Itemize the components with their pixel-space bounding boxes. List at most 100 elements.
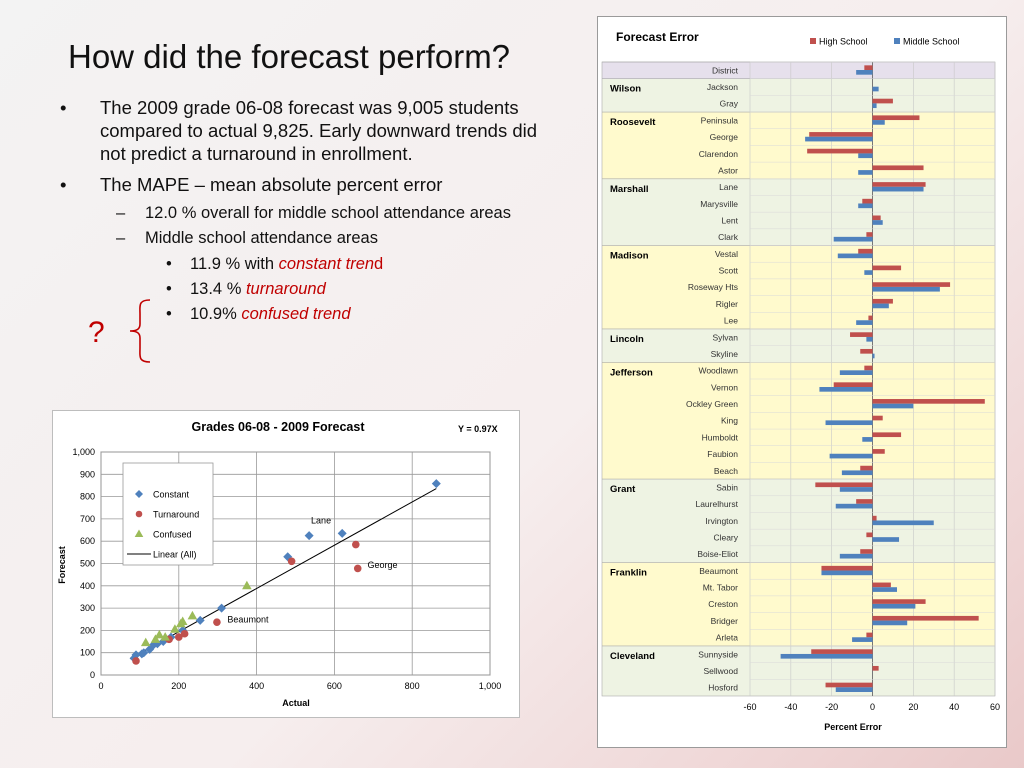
bar-high-school xyxy=(872,615,979,621)
bar-middle-school xyxy=(829,453,873,459)
forecast-error-row-label: Lent xyxy=(721,216,738,226)
scatter-y-tick-label: 700 xyxy=(80,514,95,524)
bar-middle-school xyxy=(839,553,873,559)
sub-bullet-middle-school: Middle school attendance areas xyxy=(58,229,538,248)
scatter-point-constant xyxy=(195,615,205,625)
forecast-error-row-label: Astor xyxy=(718,165,738,175)
forecast-error-group-band xyxy=(602,362,995,480)
bar-high-school xyxy=(872,515,877,521)
bar-middle-school xyxy=(872,220,883,225)
forecast-error-x-tick-label: -20 xyxy=(825,702,838,712)
forecast-error-row-label: Bridger xyxy=(711,616,739,626)
scatter-y-tick-label: 0 xyxy=(90,670,95,680)
bar-middle-school xyxy=(872,303,889,309)
scatter-legend-constantmarker xyxy=(135,490,143,498)
forecast-error-row-label: Beaumont xyxy=(699,566,738,576)
forecast-error-group-label: Grant xyxy=(610,484,636,495)
scatter-point-confused xyxy=(187,610,198,620)
scatter-y-tick-label: 400 xyxy=(80,581,95,591)
forecast-error-group-band xyxy=(602,562,995,646)
bar-high-school xyxy=(862,198,873,204)
forecast-error-legend-label: High School xyxy=(819,37,868,47)
forecast-error-row-label: Lee xyxy=(724,316,738,326)
forecast-error-row-label: Rigler xyxy=(716,299,738,309)
forecast-error-row-label: Skyline xyxy=(711,349,739,359)
legend-high-school-swatch xyxy=(810,38,816,44)
forecast-error-x-tick-label: 0 xyxy=(870,702,875,712)
scatter-point-confused xyxy=(242,580,252,590)
bullet-mape: The MAPE – mean absolute percent error xyxy=(58,173,538,196)
forecast-error-row-label: Faubion xyxy=(707,449,738,459)
forecast-error-group-label: Wilson xyxy=(610,84,641,95)
bullet-forecast-summary: The 2009 grade 06-08 forecast was 9,005 … xyxy=(58,96,538,165)
item-turnaround: 13.4 % turnaround xyxy=(58,279,538,300)
scatter-legend-label: Confused xyxy=(153,530,192,540)
scatter-y-tick-label: 800 xyxy=(80,492,95,502)
item-turnaround-label: turnaround xyxy=(245,280,326,298)
scatter-chart-title: Grades 06-08 - 2009 Forecast xyxy=(191,420,365,434)
bar-high-school xyxy=(872,215,881,221)
bar-middle-school xyxy=(872,86,879,92)
bullet-list: The 2009 grade 06-08 forecast was 9,005 … xyxy=(58,96,538,329)
forecast-error-row-label: Vernon xyxy=(711,382,738,392)
forecast-error-row-label: Vestal xyxy=(715,249,738,259)
scatter-y-tick-label: 100 xyxy=(80,648,95,658)
forecast-error-group-band xyxy=(602,645,995,696)
item-confused-trend: 10.9% confused trend xyxy=(58,304,538,325)
scatter-y-tick-label: 1,000 xyxy=(72,447,95,457)
bar-middle-school xyxy=(780,653,873,659)
bar-middle-school xyxy=(835,503,873,509)
scatter-x-tick-label: 400 xyxy=(249,681,264,691)
scatter-y-tick-label: 200 xyxy=(80,625,95,635)
bar-high-school xyxy=(872,298,893,304)
forecast-error-row-label: Jackson xyxy=(707,82,738,92)
scatter-x-tick-label: 200 xyxy=(171,681,186,691)
bar-high-school xyxy=(864,365,873,371)
scatter-point-constant xyxy=(131,650,141,660)
bar-middle-school xyxy=(856,70,873,75)
forecast-error-chart: Forecast Error Percent Error -60 -40 -20 0 2… xyxy=(601,30,1000,732)
scatter-y-tick-label: 900 xyxy=(80,469,95,479)
bar-high-school xyxy=(868,315,873,321)
scatter-point-confused xyxy=(154,629,165,639)
bar-middle-school xyxy=(856,320,873,325)
scatter-point-turnaround xyxy=(351,540,360,549)
forecast-error-row-label: Sellwood xyxy=(704,666,739,676)
scatter-annotation: Beaumont xyxy=(227,615,269,625)
forecast-error-row-label: Arleta xyxy=(716,633,738,643)
bar-middle-school xyxy=(872,603,916,609)
scatter-legend-label: Constant xyxy=(153,490,190,500)
item-constant-trend: 11.9 % with constant trend xyxy=(58,254,538,275)
forecast-error-row-label: Clarendon xyxy=(699,149,738,159)
forecast-error-row-label: Scott xyxy=(719,266,739,276)
forecast-error-x-tick-label: 20 xyxy=(908,702,918,712)
bar-middle-school xyxy=(862,437,873,442)
bar-high-school xyxy=(872,449,885,454)
bar-middle-school xyxy=(872,520,934,526)
bar-middle-school xyxy=(872,353,875,359)
forecast-error-row-label: George xyxy=(710,132,739,142)
bar-middle-school xyxy=(872,120,885,125)
forecast-error-x-tick-label: -40 xyxy=(784,702,797,712)
bar-high-school xyxy=(866,232,873,237)
bar-middle-school xyxy=(866,336,873,342)
scatter-point-constant xyxy=(139,648,149,658)
curly-brace-icon xyxy=(129,299,151,363)
scatter-point-constant xyxy=(145,644,155,654)
forecast-error-group-label: Franklin xyxy=(610,568,647,579)
scatter-point-confused xyxy=(140,637,151,647)
forecast-error-row-label: Irvington xyxy=(705,516,738,526)
bar-high-school xyxy=(872,399,985,404)
bar-middle-school xyxy=(821,570,873,576)
forecast-error-row-label: Ockley Green xyxy=(686,399,738,409)
forecast-error-row-label: Boise-Eliot xyxy=(697,549,738,559)
bar-high-school xyxy=(825,682,873,688)
item-confused-value: 10.9% xyxy=(190,305,242,323)
scatter-point-constant xyxy=(304,531,314,541)
bar-high-school xyxy=(809,132,873,137)
forecast-error-panel: Forecast Error Percent Error -60 -40 -20 0 2… xyxy=(597,16,1007,748)
bar-middle-school xyxy=(864,270,873,275)
forecast-error-group-label: Cleveland xyxy=(610,651,655,662)
bar-high-school xyxy=(872,182,926,187)
item-confused-label: confused trend xyxy=(241,305,351,323)
